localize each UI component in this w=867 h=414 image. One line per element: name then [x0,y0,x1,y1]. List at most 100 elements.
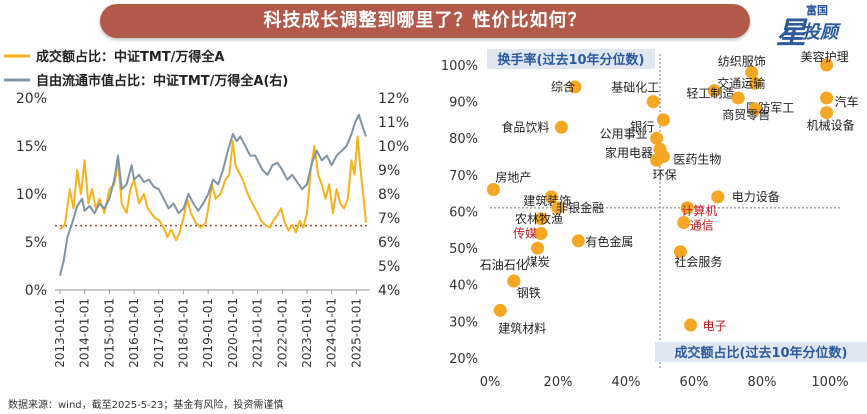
scatter-point [493,303,507,317]
point-label: 非银金融 [556,200,604,215]
point-label: 建筑材料 [498,320,546,335]
x-tick-label: 0% [480,375,501,390]
scatter-point [534,212,548,226]
scatter-point [677,215,691,229]
title-banner: 科技成长调整到哪里了？性价比如何？ [100,4,750,38]
series-line-0 [59,135,367,242]
x-tick-label: 2020-01-01 [226,298,240,368]
y-tick-label: 60% [449,205,478,220]
left-y-tick-label: 15% [16,139,47,155]
x-tick-label: 2017-01-01 [152,298,166,368]
x-tick-label: 2024-01-01 [325,298,339,368]
point-label: 社会服务 [674,254,722,269]
y-axis-title: 换手率(过去10年分位数) [498,52,645,68]
point-label: 传媒 [513,225,537,240]
dual-axis-line-chart: 成交额占比：中证TMT/万得全A 自由流通市值占比：中证TMT/万得全A(右) 0%… [4,49,409,368]
scatter-point [711,190,725,204]
point-label: 农林牧渔 [515,212,563,226]
x-tick-label: 2019-01-01 [201,298,215,368]
point-label: 环保 [653,168,677,182]
point-label: 家用电器 [605,145,653,160]
x-tick-label: 20% [544,375,573,390]
point-label: 公用事业 [600,127,648,141]
point-label: 交通运输 [717,75,765,90]
scatter-point [650,131,664,145]
y-tick-label: 70% [449,169,478,184]
x-axis-title: 成交额占比(过去10年分位数) [675,345,848,361]
legend-label-0: 成交额占比：中证TMT/万得全A [36,49,224,65]
left-y-tick-label: 10% [16,187,47,203]
scatter-point [820,91,834,105]
x-tick-label: 2025-01-01 [349,298,363,368]
x-tick-label: 2023-01-01 [300,298,314,368]
source-note: 数据来源：wind，截至2025-5-23；基金有风险，投资需谨慎 [8,400,284,411]
brand-logo: 星 富国 投顾 [762,2,866,51]
x-tick-label: 2022-01-01 [275,298,289,368]
scatter-point [731,91,745,105]
page-title: 科技成长调整到哪里了？性价比如何？ [263,10,587,31]
scatter-point [646,95,660,109]
scatter-point [745,65,759,79]
industry-scatter-chart: 20%30%40%50%60%70%80%90%100%0% 20% 40% 60% 8… [441,49,867,390]
left-y-tick-label: 0% [25,283,47,299]
scatter-point [571,234,585,248]
y-tick-label: 40% [449,279,478,294]
point-label: 商贸零售 [722,107,770,122]
point-label: 纺织服饰 [718,54,766,68]
right-y-tick-label: 11% [378,115,409,131]
point-label: 电子 [703,319,727,333]
right-y-tick-label: 12% [378,91,409,107]
scatter-point [568,80,582,94]
right-y-tick-label: 7% [378,211,400,227]
series-line-1 [58,113,367,276]
point-label: 电力设备 [732,190,780,204]
y-tick-label: 100% [441,59,478,74]
scatter-point [680,201,694,215]
brand-top-text: 富国 [806,4,828,17]
x-tick-label: 60% [680,375,709,390]
point-label: 食品饮料 [501,119,549,134]
scatter-point [531,241,545,255]
scatter-point [707,84,721,98]
right-y-tick-label: 8% [378,187,400,203]
legend-label-1: 自由流通市值占比：中证TMT/万得全A(右) [36,73,288,89]
point-label: 机械设备 [807,118,855,133]
point-label: 房地产 [495,170,531,185]
right-y-tick-label: 6% [378,235,400,251]
scatter-point [748,102,762,116]
point-label: 美容护理 [801,49,849,64]
scatter-point [544,190,558,204]
x-tick-label: 100% [811,375,848,390]
x-tick-label: 2015-01-01 [102,298,116,368]
point-label: 医药生物 [673,153,721,167]
scatter-point [820,58,834,72]
star-logo-icon: 星 [776,16,806,51]
right-y-tick-label: 9% [378,163,400,179]
y-tick-label: 80% [449,132,478,147]
right-y-tick-label: 4% [378,283,400,299]
scatter-point [684,318,698,332]
point-label: 通信 [690,218,714,232]
point-label: 银行 [630,120,654,134]
left-y-tick-label: 5% [25,235,47,251]
scatter-point [656,113,670,127]
x-tick-label: 80% [748,375,777,390]
scatter-point [551,201,565,215]
point-label: 基础化工 [611,81,659,95]
point-label: 煤炭 [526,255,550,269]
x-tick-label: 2016-01-01 [127,298,141,368]
y-tick-label: 50% [449,242,478,257]
x-tick-label: 2014-01-01 [78,298,92,368]
x-tick-label: 40% [612,375,641,390]
y-tick-label: 30% [449,315,478,330]
point-label: 综合 [551,79,575,94]
x-axis-title-bg [655,342,867,362]
point-label: 轻工制造 [686,87,734,101]
brand-name: 投顾 [802,22,838,43]
x-tick-label: 2018-01-01 [176,298,190,368]
scatter-point [650,153,664,167]
scatter-point [486,183,500,197]
scatter-point [820,106,834,120]
y-tick-label: 90% [449,96,478,111]
right-y-tick-label: 10% [378,139,409,155]
